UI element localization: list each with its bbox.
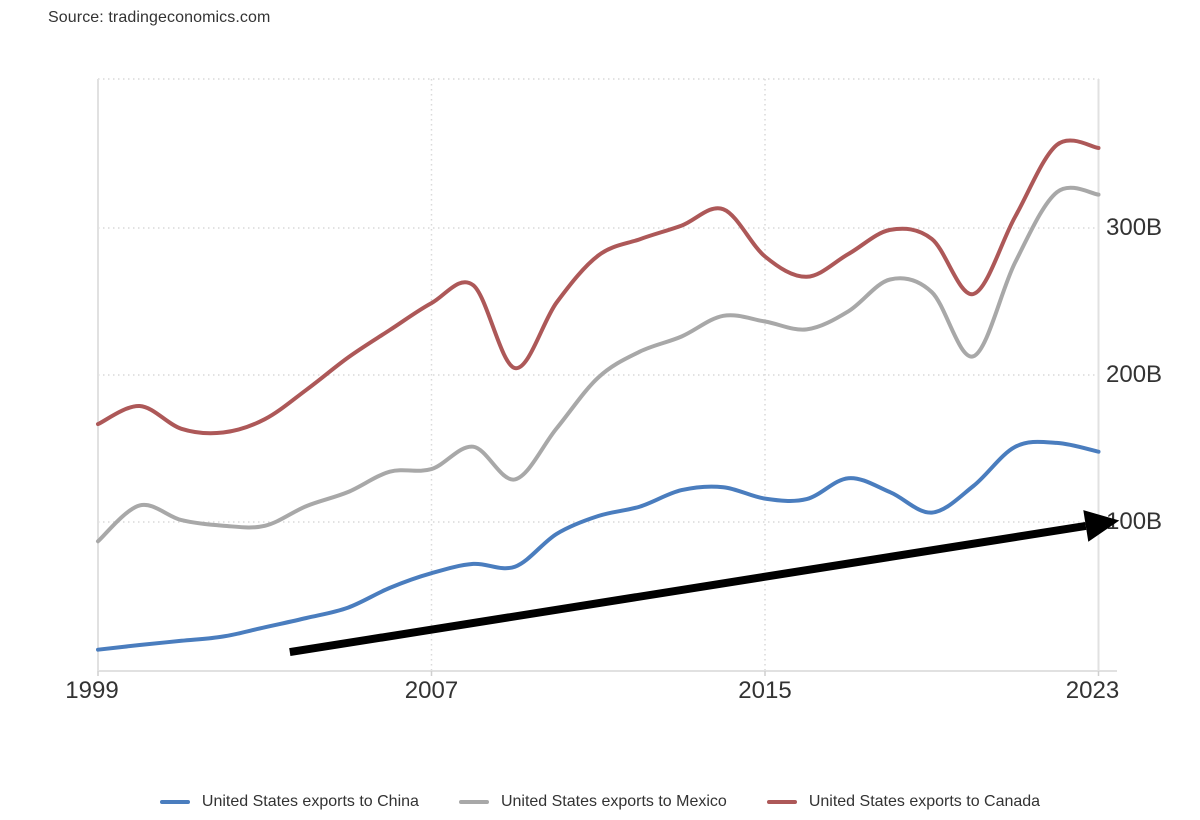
series-line-china <box>96 439 1101 652</box>
x-axis-label-2023: 2023 <box>1065 677 1120 704</box>
legend-label-mexico: United States exports to Mexico <box>500 793 727 810</box>
legend-label-china: United States exports to China <box>201 793 419 810</box>
legend-line-swatch-mexico <box>458 800 489 804</box>
series-line-mexico <box>96 185 1101 544</box>
y-axis-label-300B: 300B <box>1106 214 1163 241</box>
legend-line-swatch-china <box>159 800 190 804</box>
legend-item-canada[interactable]: United States exports to Canada <box>766 793 1041 811</box>
y-axis-label-100B: 100B <box>1106 508 1163 535</box>
plot-svg <box>96 78 1120 676</box>
legend-item-china[interactable]: United States exports to China <box>159 793 419 811</box>
chart-legend: United States exports to China United Sta… <box>0 793 1200 811</box>
legend-item-mexico[interactable]: United States exports to Mexico <box>458 793 727 811</box>
legend-label-canada: United States exports to Canada <box>808 793 1041 810</box>
legend-line-swatch-canada <box>766 800 797 804</box>
y-axis-label-200B: 200B <box>1106 361 1163 388</box>
x-axis-label-1999: 1999 <box>65 677 119 704</box>
series-line-canada <box>96 138 1101 436</box>
trend-arrow-line <box>289 521 1087 657</box>
x-axis-label-2007: 2007 <box>404 677 459 704</box>
x-axis-label-2015: 2015 <box>738 677 792 704</box>
source-attribution: Source: tradingeconomics.com <box>48 9 271 26</box>
exports-line-chart: 100B 200B 300B 1999 2007 2015 2023 <box>65 78 1163 704</box>
